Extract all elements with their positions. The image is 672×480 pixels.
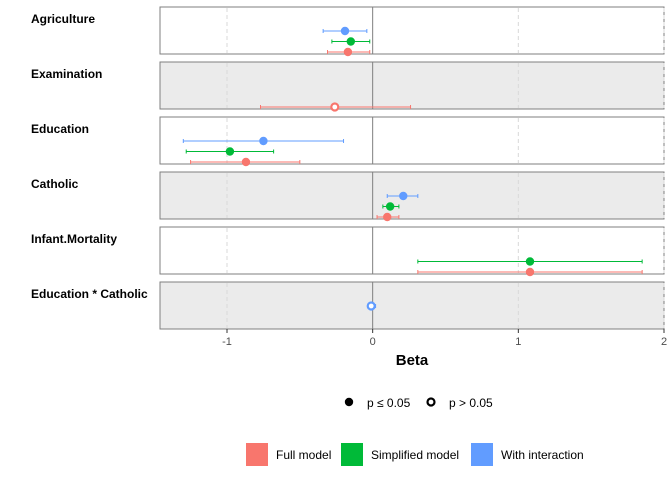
x-tick-label: 1 <box>515 336 521 348</box>
x-axis-title: Beta <box>396 352 429 369</box>
estimate-point <box>346 37 356 46</box>
estimate-point <box>525 257 535 266</box>
x-tick-label: 0 <box>370 336 376 348</box>
row-label: Education * Catholic <box>31 287 148 301</box>
x-tick-label: 2 <box>661 336 667 348</box>
legend-nonsignificant-marker <box>426 397 436 407</box>
row-label: Education <box>31 122 89 136</box>
estimate-point <box>225 147 235 156</box>
estimate-point-open <box>366 301 376 311</box>
estimate-point <box>525 267 535 277</box>
legend-color-key <box>341 443 363 466</box>
legend-series-label: Simplified model <box>371 448 459 462</box>
legend-nonsignificant-label: p > 0.05 <box>449 396 493 410</box>
row-label: Infant.Mortality <box>31 232 117 246</box>
row-panel <box>159 226 665 275</box>
row-label: Catholic <box>31 177 79 191</box>
estimate-point <box>383 212 392 222</box>
row-panel <box>159 6 665 55</box>
row-label: Examination <box>31 67 102 81</box>
row-panel <box>159 281 665 330</box>
estimate-point <box>399 191 408 201</box>
estimate-point <box>241 157 251 167</box>
legend-significant-marker <box>344 397 354 407</box>
estimate-point-open <box>330 102 340 112</box>
row-label: Agriculture <box>31 12 95 26</box>
estimate-point <box>259 136 268 146</box>
legend-color-key <box>471 443 493 466</box>
estimate-point <box>340 26 350 36</box>
legend-series-label: Full model <box>276 448 331 462</box>
estimate-point <box>343 47 353 57</box>
legend-significant-label: p ≤ 0.05 <box>367 396 411 410</box>
legend-series-label: With interaction <box>501 448 584 462</box>
estimate-point <box>385 202 395 211</box>
x-tick-label: -1 <box>222 336 232 348</box>
legend-color-key <box>246 443 268 466</box>
row-panel <box>159 61 665 110</box>
